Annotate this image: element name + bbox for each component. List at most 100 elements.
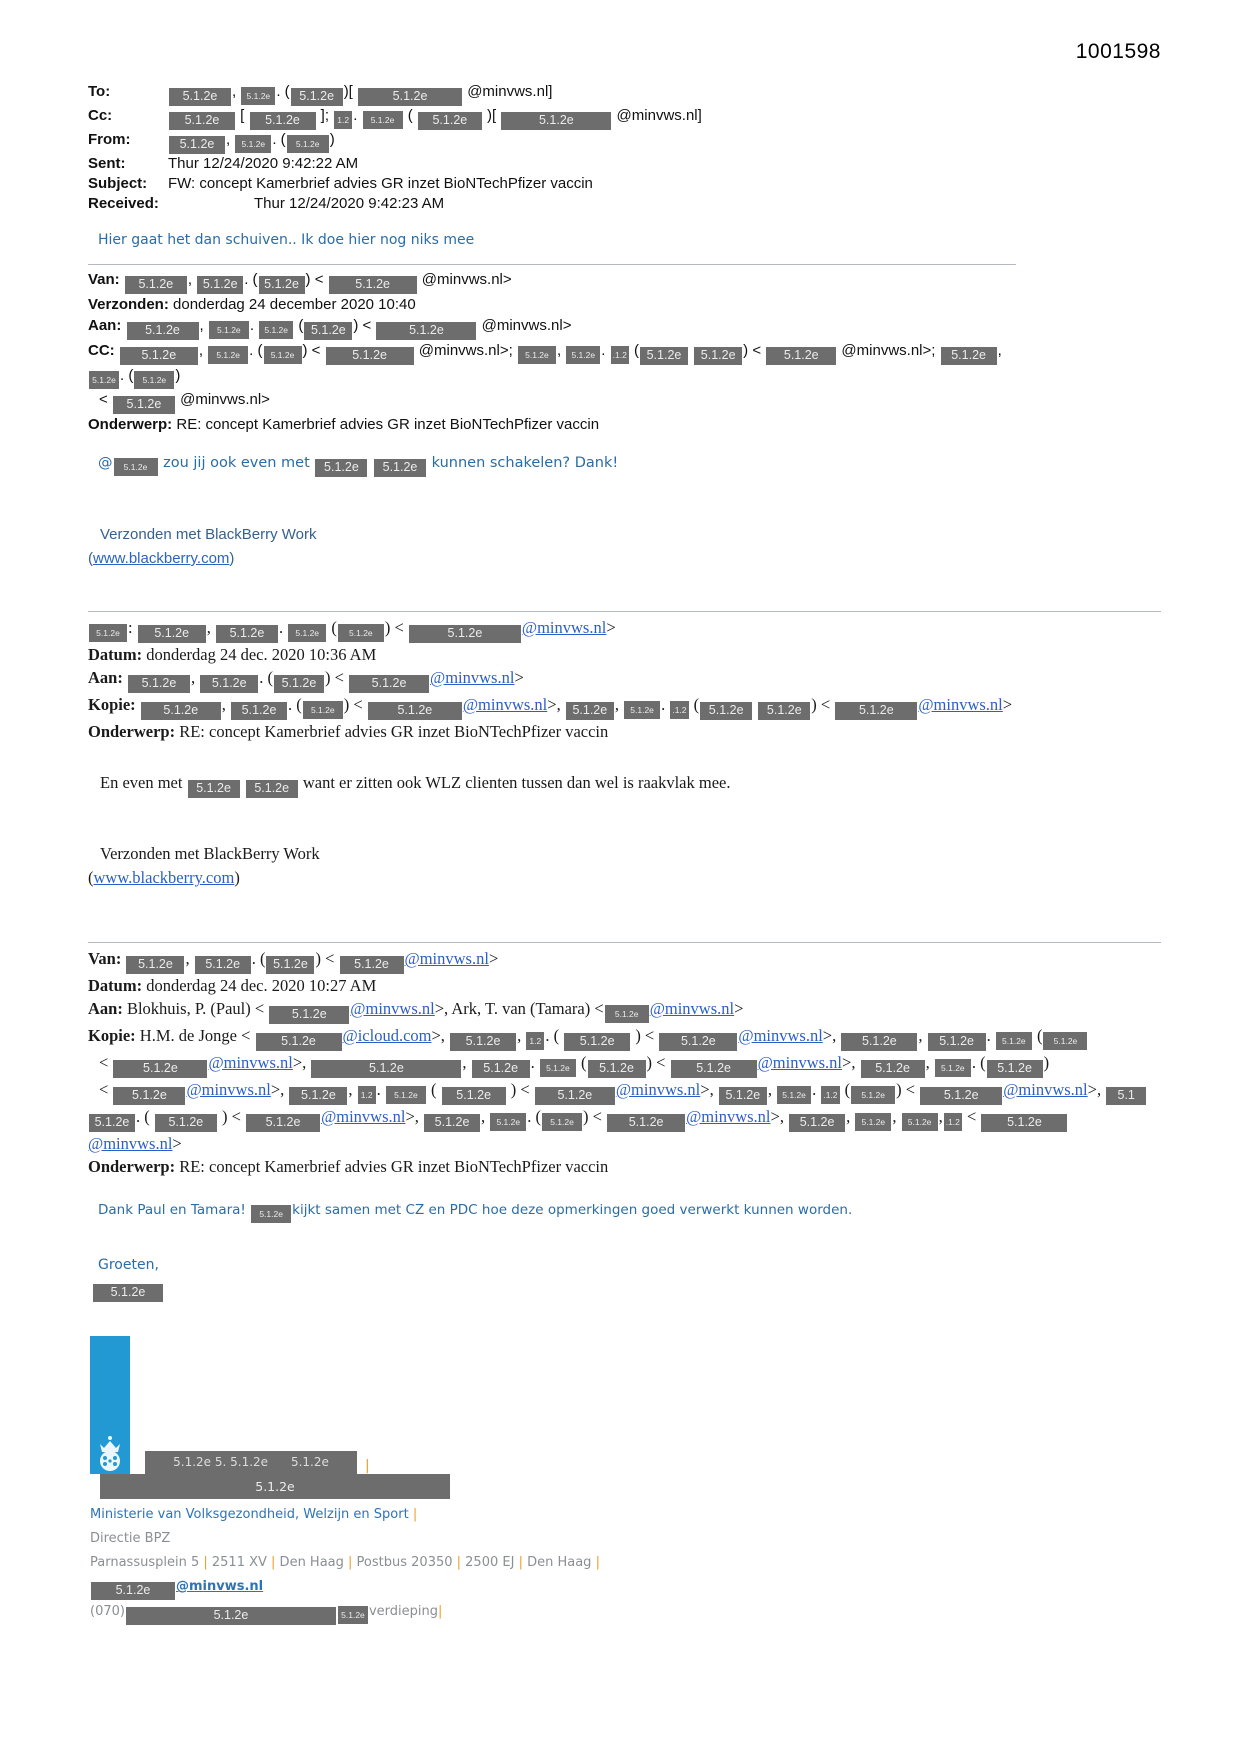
redaction-box: 5.1.2e bbox=[169, 112, 235, 130]
redaction-box: 1.2 bbox=[526, 1032, 545, 1050]
redaction-box: 5.1.2e bbox=[134, 371, 175, 389]
quote2-datum-line: Datum: donderdag 24 dec. 2020 10:36 AM bbox=[88, 643, 1161, 666]
redaction-box: 5.1.2e bbox=[534, 1087, 615, 1105]
redaction-box: 5.1.2e bbox=[208, 346, 249, 364]
to-label: To: bbox=[88, 83, 111, 100]
header-row-to: To: 5.1.2e, 5.1.2e. (5.1.2e)[ 5.1.2e @mi… bbox=[88, 82, 1161, 106]
quote1-cc-wrap-line: < 5.1.2e @minvws.nl> bbox=[88, 389, 1016, 414]
link[interactable]: @minvws.nl bbox=[186, 1080, 271, 1099]
text-segment: . bbox=[249, 317, 259, 334]
redaction-box: 5.1.2e bbox=[995, 1032, 1032, 1050]
link[interactable]: @minvws.nl bbox=[649, 999, 735, 1018]
link[interactable]: @minvws.nl bbox=[404, 949, 489, 968]
link[interactable]: @minvws.nl bbox=[521, 618, 607, 637]
text-segment: Den Haag bbox=[275, 1555, 349, 1570]
link[interactable]: www.blackberry.com bbox=[93, 868, 235, 887]
redaction-box: 5.1.2e bbox=[325, 347, 414, 365]
redaction-box: 5.1.2e bbox=[860, 1060, 925, 1078]
link[interactable]: www.blackberry.com bbox=[93, 550, 230, 567]
subject-label: Subject: bbox=[88, 175, 148, 192]
quote1-verzonden-line: Verzonden: donderdag 24 december 2020 10… bbox=[88, 294, 1016, 315]
text-segment: [ bbox=[236, 107, 249, 124]
text-segment: ( bbox=[1032, 1026, 1043, 1045]
text-segment: ( bbox=[88, 868, 94, 887]
blackberry-signature-1: Verzonden met BlackBerry Work (www.black… bbox=[88, 523, 1161, 571]
link[interactable]: @minvws.nl bbox=[208, 1053, 293, 1072]
text-segment: . bbox=[601, 342, 610, 359]
quote2-onderwerp-line: Onderwerp: RE: concept Kamerbrief advies… bbox=[88, 720, 1161, 743]
quoted-email-3-header: Van: 5.1.2e, 5.1.2e. (5.1.2e) < 5.1.2e @m… bbox=[88, 942, 1161, 1178]
text-segment: @minvws.nl>; bbox=[414, 342, 517, 359]
redaction-box: 5.1.2e bbox=[197, 276, 244, 294]
redaction-box: 5.1.2e bbox=[607, 1114, 686, 1132]
text-segment: Blokhuis, P. (Paul) < bbox=[126, 999, 269, 1018]
redaction-box: 5.1.2e bbox=[263, 346, 302, 364]
from-label: From: bbox=[88, 131, 131, 148]
link[interactable]: @minvws.nl bbox=[176, 1579, 264, 1594]
link[interactable]: @minvws.nl bbox=[350, 999, 435, 1018]
pipe-separator: | bbox=[518, 1555, 523, 1570]
text-segment: ( bbox=[840, 1080, 851, 1099]
text-segment: , bbox=[997, 342, 1006, 359]
redaction-box: 5.1.2e bbox=[200, 675, 259, 693]
link[interactable]: @minvws.nl bbox=[462, 695, 548, 714]
redaction-box: 5.1.2e bbox=[385, 1086, 426, 1104]
text-segment: @ bbox=[98, 455, 113, 471]
redaction-box: 5.1.2e bbox=[194, 956, 251, 974]
text-segment: H.M. de Jonge < bbox=[139, 1026, 255, 1045]
redaction-box: 5.1.2e bbox=[777, 1086, 812, 1104]
text-segment: . ( bbox=[272, 131, 286, 148]
text-segment: . ( bbox=[120, 367, 134, 384]
redaction-box: 5.1.2e bbox=[328, 276, 417, 294]
text-segment: donderdag 24 dec. 2020 10:27 AM bbox=[146, 976, 377, 995]
link[interactable]: @minvws.nl bbox=[430, 668, 515, 687]
text-segment: , bbox=[918, 1026, 927, 1045]
text-segment: >, bbox=[1087, 1080, 1106, 1099]
redaction-box: 5.1.2e bbox=[564, 1033, 631, 1051]
text-segment: Datum: bbox=[88, 645, 147, 664]
signature-address-line: Parnassusplein 5 | 2511 XV | Den Haag | … bbox=[90, 1551, 1161, 1575]
text-segment: , bbox=[190, 668, 200, 687]
link[interactable]: @minvws.nl bbox=[88, 1134, 173, 1153]
link[interactable]: @minvws.nl bbox=[686, 1107, 771, 1126]
signature-ministry-line: Ministerie van Volksgezondheid, Welzijn … bbox=[90, 1503, 1161, 1527]
text-segment: , bbox=[462, 1053, 471, 1072]
header-row-received: Received: Thur 12/24/2020 9:42:23 AM bbox=[88, 194, 1161, 214]
link[interactable]: @minvws.nl bbox=[738, 1026, 823, 1045]
text-segment: ) < bbox=[646, 1053, 670, 1072]
text-segment: @minvws.nl>; bbox=[837, 342, 940, 359]
redaction-box: 5.1.2e bbox=[855, 1113, 892, 1131]
redaction-box: 5.1.2e bbox=[269, 1006, 350, 1024]
text-segment: zou jij ook even met bbox=[158, 455, 315, 471]
redaction-box: 5.1.2e bbox=[258, 276, 305, 294]
redaction-box: 5.1.2e bbox=[517, 346, 556, 364]
link[interactable]: @minvws.nl bbox=[615, 1080, 701, 1099]
text-segment: > bbox=[172, 1134, 182, 1153]
blackberry-link-line: (www.blackberry.com) bbox=[88, 547, 1161, 571]
signature-block: 5.1.2e 5. 5.1.2e 5.1.2e | 5.1.2e Minister… bbox=[90, 1336, 1161, 1625]
text-segment: >, bbox=[431, 1026, 450, 1045]
redaction-box: 5.1.2e bbox=[986, 1060, 1043, 1078]
text-segment bbox=[241, 773, 245, 792]
text-segment: Verzonden: bbox=[88, 296, 174, 313]
redaction-box: .1.2 bbox=[943, 1113, 962, 1131]
text-segment: Parnassusplein 5 bbox=[90, 1555, 204, 1570]
text-segment: verdieping bbox=[368, 1604, 438, 1619]
redaction-box: 5.1.2e bbox=[362, 111, 403, 129]
link[interactable]: @minvws.nl bbox=[1003, 1080, 1088, 1099]
text-segment: Postbus 20350 bbox=[352, 1555, 457, 1570]
link[interactable]: @minvws.nl bbox=[321, 1107, 406, 1126]
text-segment: ( bbox=[629, 342, 639, 359]
redaction-box: 5.1.2e bbox=[337, 1606, 368, 1624]
text-segment: Aan: bbox=[88, 668, 127, 687]
signature-redaction-bar-1-wrap: 5.1.2e 5. 5.1.2e 5.1.2e | bbox=[145, 1451, 370, 1474]
link[interactable]: @minvws.nl bbox=[918, 695, 1003, 714]
redaction-box: 5.1.2e bbox=[140, 702, 221, 720]
text-segment: , bbox=[556, 342, 566, 359]
link[interactable]: @icloud.com bbox=[342, 1026, 432, 1045]
text-segment: , bbox=[348, 1080, 357, 1099]
text-segment bbox=[689, 342, 693, 359]
quote1-cc-line: CC: 5.1.2e, 5.1.2e. (5.1.2e) < 5.1.2e @m… bbox=[88, 340, 1016, 389]
link[interactable]: @minvws.nl bbox=[757, 1053, 843, 1072]
cc-value: 5.1.2e [ 5.1.2e ]; 1.2. 5.1.2e ( 5.1.2e … bbox=[168, 106, 1161, 130]
